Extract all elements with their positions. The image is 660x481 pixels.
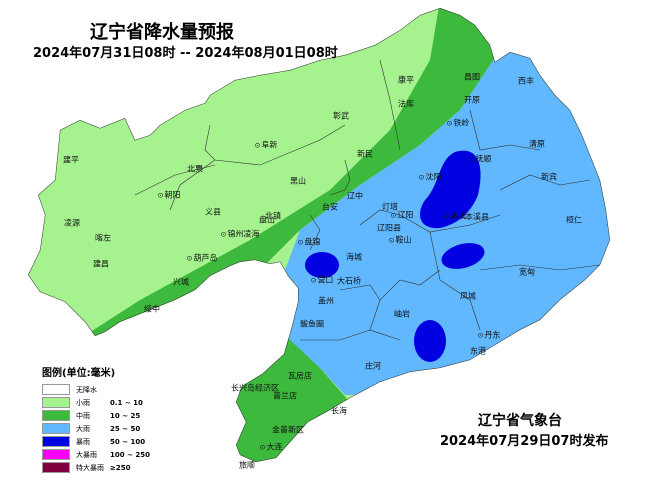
rainstorm-area-kuandian bbox=[441, 243, 485, 269]
place-label: 丹东 bbox=[478, 330, 500, 341]
legend-swatch bbox=[42, 449, 70, 460]
place-label: 长海 bbox=[331, 406, 347, 416]
place-label: 盖州 bbox=[318, 296, 334, 306]
legend-range: 25 ~ 50 bbox=[110, 424, 141, 433]
place-label: 灯塔 bbox=[382, 202, 398, 212]
place-label: 宽甸 bbox=[519, 267, 535, 277]
place-label: 普兰店 bbox=[273, 391, 297, 401]
place-label: 昌图 bbox=[464, 72, 480, 82]
legend-label: 无降水 bbox=[76, 385, 97, 394]
legend-title: 图例(单位:毫米) bbox=[42, 368, 116, 379]
place-label: 绥中 bbox=[144, 304, 160, 314]
place-label: 本溪县 bbox=[465, 212, 489, 222]
rainstorm-area-shenyang-benxi bbox=[420, 150, 481, 229]
rainstorm-area-yingkou bbox=[305, 252, 339, 278]
place-label: 开原 bbox=[464, 95, 480, 105]
issuer: 辽宁省气象台 bbox=[478, 413, 562, 429]
place-label: 北票 bbox=[187, 164, 203, 174]
legend-range: 50 ~ 100 bbox=[110, 437, 146, 446]
legend-label: 大暴雨 bbox=[76, 450, 97, 459]
place-label: 长兴岛经济区 bbox=[231, 383, 279, 393]
place-label: 盘山 bbox=[259, 215, 275, 225]
legend-swatch bbox=[42, 436, 70, 447]
legend: 图例(单位:毫米) 无降水小雨 0.1 ~ 10 中雨 10 ~ 25 大雨 25 ~ 5… bbox=[42, 364, 150, 474]
place-label: 辽中 bbox=[347, 191, 363, 201]
place-label: 东港 bbox=[470, 346, 486, 356]
place-label: 营口 bbox=[311, 275, 333, 286]
place-label: 凤城 bbox=[460, 291, 476, 301]
place-label: 辽阳县 bbox=[377, 223, 401, 233]
place-label: 台安 bbox=[322, 202, 338, 212]
place-label: 法库 bbox=[398, 99, 414, 109]
place-label: 凌源 bbox=[64, 218, 80, 228]
place-label: 西丰 bbox=[518, 76, 534, 86]
place-label: 朝阳 bbox=[158, 190, 180, 201]
legend-item: 无降水 bbox=[42, 383, 150, 396]
legend-swatch bbox=[42, 410, 70, 421]
place-label: 锦州凌海 bbox=[221, 229, 259, 240]
legend-item: 暴雨 50 ~ 100 bbox=[42, 435, 150, 448]
rainstorm-area-donggang bbox=[414, 320, 446, 362]
place-label: 葫芦岛 bbox=[187, 253, 217, 264]
place-label: 大石桥 bbox=[337, 276, 361, 286]
place-label: 鲅鱼圈 bbox=[300, 319, 324, 329]
place-label: 阜新 bbox=[255, 140, 277, 151]
place-label: 康平 bbox=[398, 75, 414, 85]
legend-item: 大雨 25 ~ 50 bbox=[42, 422, 150, 435]
place-label: 喀左 bbox=[95, 233, 111, 243]
place-label: 岫岩 bbox=[394, 309, 410, 319]
place-label: 建平 bbox=[63, 155, 79, 165]
place-label: 新民 bbox=[357, 149, 373, 159]
legend-item: 特大暴雨 ≥250 bbox=[42, 461, 150, 474]
legend-label: 中雨 bbox=[76, 411, 90, 420]
county-borders bbox=[134, 59, 601, 341]
place-label: 海城 bbox=[346, 252, 362, 262]
place-label: 北镇 bbox=[265, 211, 281, 221]
place-label: 旅顺 bbox=[239, 460, 255, 470]
legend-swatch bbox=[42, 462, 70, 473]
place-label: 抚顺 bbox=[469, 154, 491, 165]
place-label: 金普新区 bbox=[272, 425, 304, 435]
legend-label: 特大暴雨 bbox=[76, 463, 104, 472]
legend-item: 大暴雨 100 ~ 250 bbox=[42, 448, 150, 461]
place-label: 义县 bbox=[205, 207, 221, 217]
place-label: 盘锦 bbox=[298, 237, 320, 248]
legend-range: 0.1 ~ 10 bbox=[110, 398, 143, 407]
moderate-rain-band bbox=[70, 8, 510, 360]
place-label: 桓仁 bbox=[566, 215, 582, 225]
legend-item: 中雨 10 ~ 25 bbox=[42, 409, 150, 422]
forecast-period: 2024年07月31日08时 -- 2024年08月01日08时 bbox=[33, 46, 338, 61]
place-label: 瓦房店 bbox=[288, 371, 312, 381]
issue-time: 2024年07月29日07时发布 bbox=[440, 434, 609, 449]
legend-range: ≥250 bbox=[110, 463, 131, 472]
legend-range: 10 ~ 25 bbox=[110, 411, 141, 420]
place-label: 庄河 bbox=[365, 361, 381, 371]
place-label: 大连 bbox=[260, 442, 282, 453]
legend-swatch bbox=[42, 397, 70, 408]
place-label: 辽阳 bbox=[391, 210, 413, 221]
place-label: 新宾 bbox=[541, 172, 557, 182]
place-label: 铁岭 bbox=[447, 118, 469, 129]
place-label: 兴城 bbox=[173, 277, 189, 287]
place-label: 彰武 bbox=[333, 111, 349, 121]
place-label: 清原 bbox=[529, 139, 545, 149]
legend-item: 小雨 0.1 ~ 10 bbox=[42, 396, 150, 409]
place-label: 鞍山 bbox=[389, 235, 411, 246]
map-title: 辽宁省降水量预报 bbox=[90, 22, 234, 43]
place-label: 黑山 bbox=[290, 176, 306, 186]
legend-swatch bbox=[42, 384, 70, 395]
legend-range: 100 ~ 250 bbox=[110, 450, 150, 459]
place-label: 本溪 bbox=[444, 211, 466, 222]
place-label: 建昌 bbox=[93, 259, 109, 269]
legend-swatch bbox=[42, 423, 70, 434]
place-label: 沈阳 bbox=[419, 172, 441, 183]
legend-label: 小雨 bbox=[76, 398, 90, 407]
legend-label: 大雨 bbox=[76, 424, 90, 433]
legend-label: 暴雨 bbox=[76, 437, 90, 446]
